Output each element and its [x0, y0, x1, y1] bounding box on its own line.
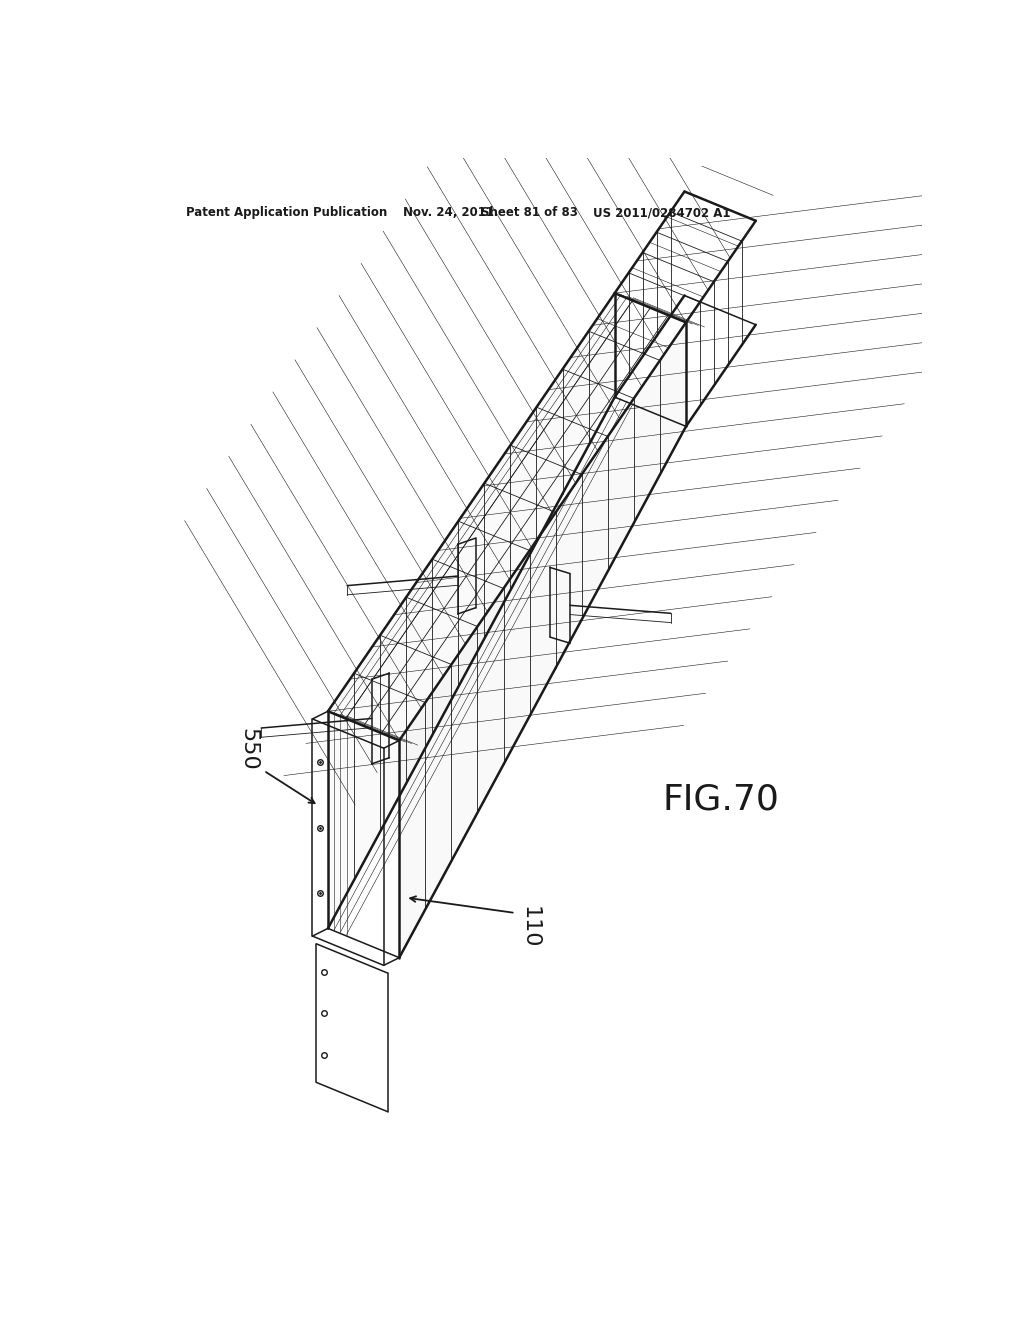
Text: 110: 110 [519, 906, 540, 948]
Polygon shape [328, 293, 614, 928]
Text: Patent Application Publication: Patent Application Publication [186, 206, 387, 219]
Text: Sheet 81 of 83: Sheet 81 of 83 [480, 206, 578, 219]
Text: FIG.70: FIG.70 [663, 781, 779, 816]
Text: US 2011/0284702 A1: US 2011/0284702 A1 [593, 206, 730, 219]
Text: 550: 550 [239, 729, 258, 771]
Polygon shape [399, 322, 686, 958]
Text: Nov. 24, 2011: Nov. 24, 2011 [403, 206, 495, 219]
